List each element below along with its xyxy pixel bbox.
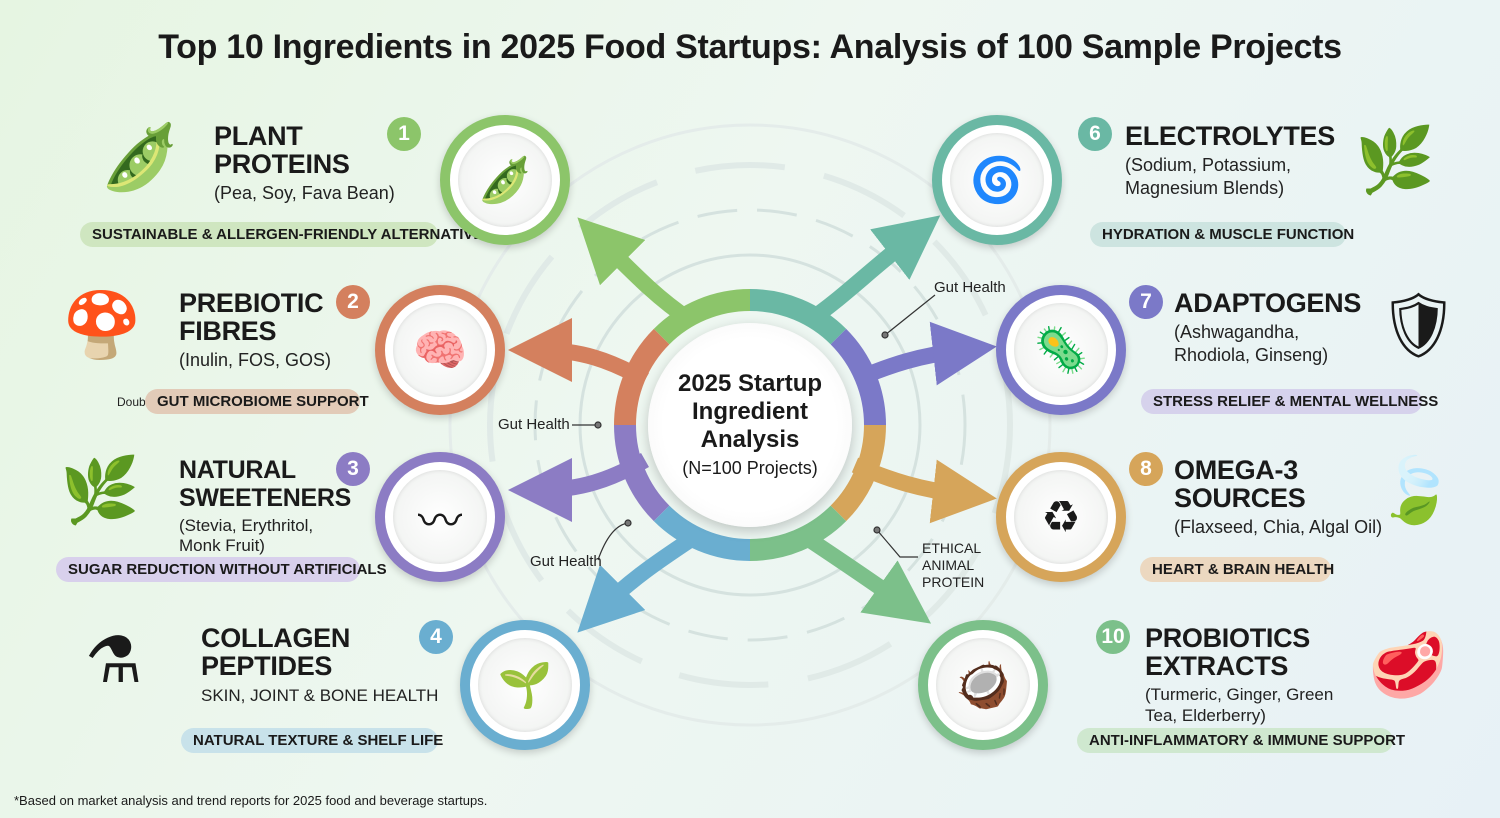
rank-badge-8: 8	[1129, 452, 1163, 486]
center-subtitle: (N=100 Projects)	[682, 458, 818, 478]
item-name: NATURAL SWEETENERS	[179, 456, 352, 512]
tag-pill-6: HYDRATION & MUSCLE FUNCTION	[1090, 222, 1354, 247]
node-prebiotic-fibres: 🧠	[375, 285, 505, 415]
callout-ethical-animal-protein: ETHICAL ANIMAL PROTEIN	[922, 540, 985, 590]
tag-pill-2: GUT MICROBIOME SUPPORT	[145, 389, 369, 414]
mushroom-brain-icon: 🍄	[62, 289, 142, 361]
root-microbe-icon: 🌿	[60, 454, 140, 526]
rank-badge-2: 2	[336, 285, 370, 319]
intestine-icon: 〰	[393, 470, 487, 564]
rank-badge-6: 6	[1078, 117, 1112, 151]
node-omega-3-sources: ♻	[996, 452, 1126, 582]
page-title: Top 10 Ingredients in 2025 Food Startups…	[158, 28, 1342, 66]
item-omega-3-sources: OMEGA-3 SOURCES (Flaxseed, Chia, Algal O…	[1174, 456, 1382, 539]
item-detail: (Pea, Soy, Fava Bean)	[214, 183, 395, 203]
item-adaptogens: ADAPTOGENS (Ashwagandha, Rhodiola, Ginse…	[1174, 289, 1361, 367]
decorative-rings	[448, 123, 1052, 727]
item-plant-proteins: PLANT PROTEINS (Pea, Soy, Fava Bean)	[214, 122, 395, 205]
tag-pill-4: NATURAL TEXTURE & SHELF LIFE	[181, 728, 443, 753]
arrow-10	[805, 533, 932, 624]
item-name: OMEGA-3 SOURCES	[1174, 455, 1306, 513]
center-hub: 2025 Startup Ingredient Analysis (N=100 …	[648, 323, 852, 527]
item-detail: (Sodium, Potassium, Magnesium Blends)	[1125, 155, 1292, 198]
item-name: COLLAGEN PEPTIDES	[201, 623, 351, 681]
callout-gut-health-left: Gut Health	[498, 416, 570, 433]
microbe-shield-icon: 🦠	[1014, 303, 1108, 397]
tag-pill-7: STRESS RELIEF & MENTAL WELLNESS	[1141, 389, 1438, 414]
recycle-icon: ♻	[1014, 470, 1108, 564]
item-name: PLANT PROTEINS	[214, 121, 350, 179]
rank-badge-4: 4	[419, 620, 453, 654]
item-detail: (Ashwagandha, Rhodiola, Ginseng)	[1174, 322, 1329, 365]
seaweed-drop-icon: 🌿	[1355, 124, 1435, 196]
leaf-smile-icon: 🌱	[478, 638, 572, 732]
tag-pill-3: SUGAR REDUCTION WITHOUT ARTIFICIALS	[56, 557, 387, 582]
node-electrolytes: 🌀	[932, 115, 1062, 245]
callout-gut-health-right: Gut Health	[934, 279, 1006, 296]
arrow-1	[577, 217, 695, 327]
tank-molecule-icon: ⚗	[85, 624, 143, 696]
item-collagen-peptides: COLLAGEN PEPTIDES SKIN, JOINT & BONE HEA…	[201, 624, 438, 707]
callout-lines	[572, 294, 936, 561]
tag-pill-1: SUSTAINABLE & ALLERGEN-FRIENDLY ALTERNAT…	[80, 222, 493, 247]
node-collagen-peptides: 🌱	[460, 620, 590, 750]
item-detail: (Stevia, Erythritol, Monk Fruit)	[179, 516, 314, 555]
item-detail: SKIN, JOINT & BONE HEALTH	[201, 686, 439, 705]
leaves-icon: 🍃	[1375, 454, 1455, 526]
tag-pill-8: HEART & BRAIN HEALTH	[1140, 557, 1334, 582]
item-name: PROBIOTICS EXTRACTS	[1145, 623, 1311, 681]
item-natural-sweeteners: NATURAL SWEETENERS (Stevia, Erythritol, …	[179, 456, 352, 556]
item-name: ADAPTOGENS	[1174, 288, 1362, 318]
arrow-4	[577, 533, 695, 633]
node-natural-sweeteners: 〰	[375, 452, 505, 582]
rank-badge-10: 10	[1096, 620, 1130, 654]
brain-icon: 🧠	[393, 303, 487, 397]
item-detail: (Inulin, FOS, GOS)	[179, 350, 332, 370]
coconut-icon: 🥥	[936, 638, 1030, 732]
center-ring	[614, 289, 886, 561]
node-adaptogens: 🦠	[996, 285, 1126, 415]
soybean-pod-icon: 🫛	[100, 121, 180, 193]
rank-badge-1: 1	[387, 117, 421, 151]
item-detail: (Flaxseed, Chia, Algal Oil)	[1174, 517, 1383, 537]
item-name: PREBIOTIC FIBRES	[179, 288, 324, 346]
spiral-drop-icon: 🌀	[950, 133, 1044, 227]
footnote: *Based on market analysis and trend repo…	[14, 793, 488, 808]
node-probiotics-extracts: 🥥	[918, 620, 1048, 750]
stray-text: Doubl	[117, 395, 149, 409]
rank-badge-3: 3	[336, 452, 370, 486]
rank-badge-7: 7	[1129, 285, 1163, 319]
tag-pill-10: ANTI-INFLAMMATORY & IMMUNE SUPPORT	[1077, 728, 1405, 753]
muscle-icon: 🥩	[1368, 629, 1448, 701]
node-plant-proteins: 🫛	[440, 115, 570, 245]
item-name: ELECTROLYTES	[1125, 121, 1335, 151]
item-prebiotic-fibres: PREBIOTIC FIBRES (Inulin, FOS, GOS)	[179, 289, 339, 372]
bacteria-shield-icon: 🛡	[1378, 289, 1460, 361]
soybean-pod-icon: 🫛	[458, 133, 552, 227]
item-probiotics-extracts: PROBIOTICS EXTRACTS (Turmeric, Ginger, G…	[1145, 624, 1360, 726]
item-electrolytes: ELECTROLYTES (Sodium, Potassium, Magnesi…	[1125, 122, 1335, 200]
arrow-6	[805, 215, 941, 327]
callout-gut-health-bottom: Gut Health	[530, 553, 602, 570]
item-detail: (Turmeric, Ginger, Green Tea, Elderberry…	[1145, 685, 1334, 725]
center-title: 2025 Startup Ingredient Analysis	[677, 370, 823, 453]
